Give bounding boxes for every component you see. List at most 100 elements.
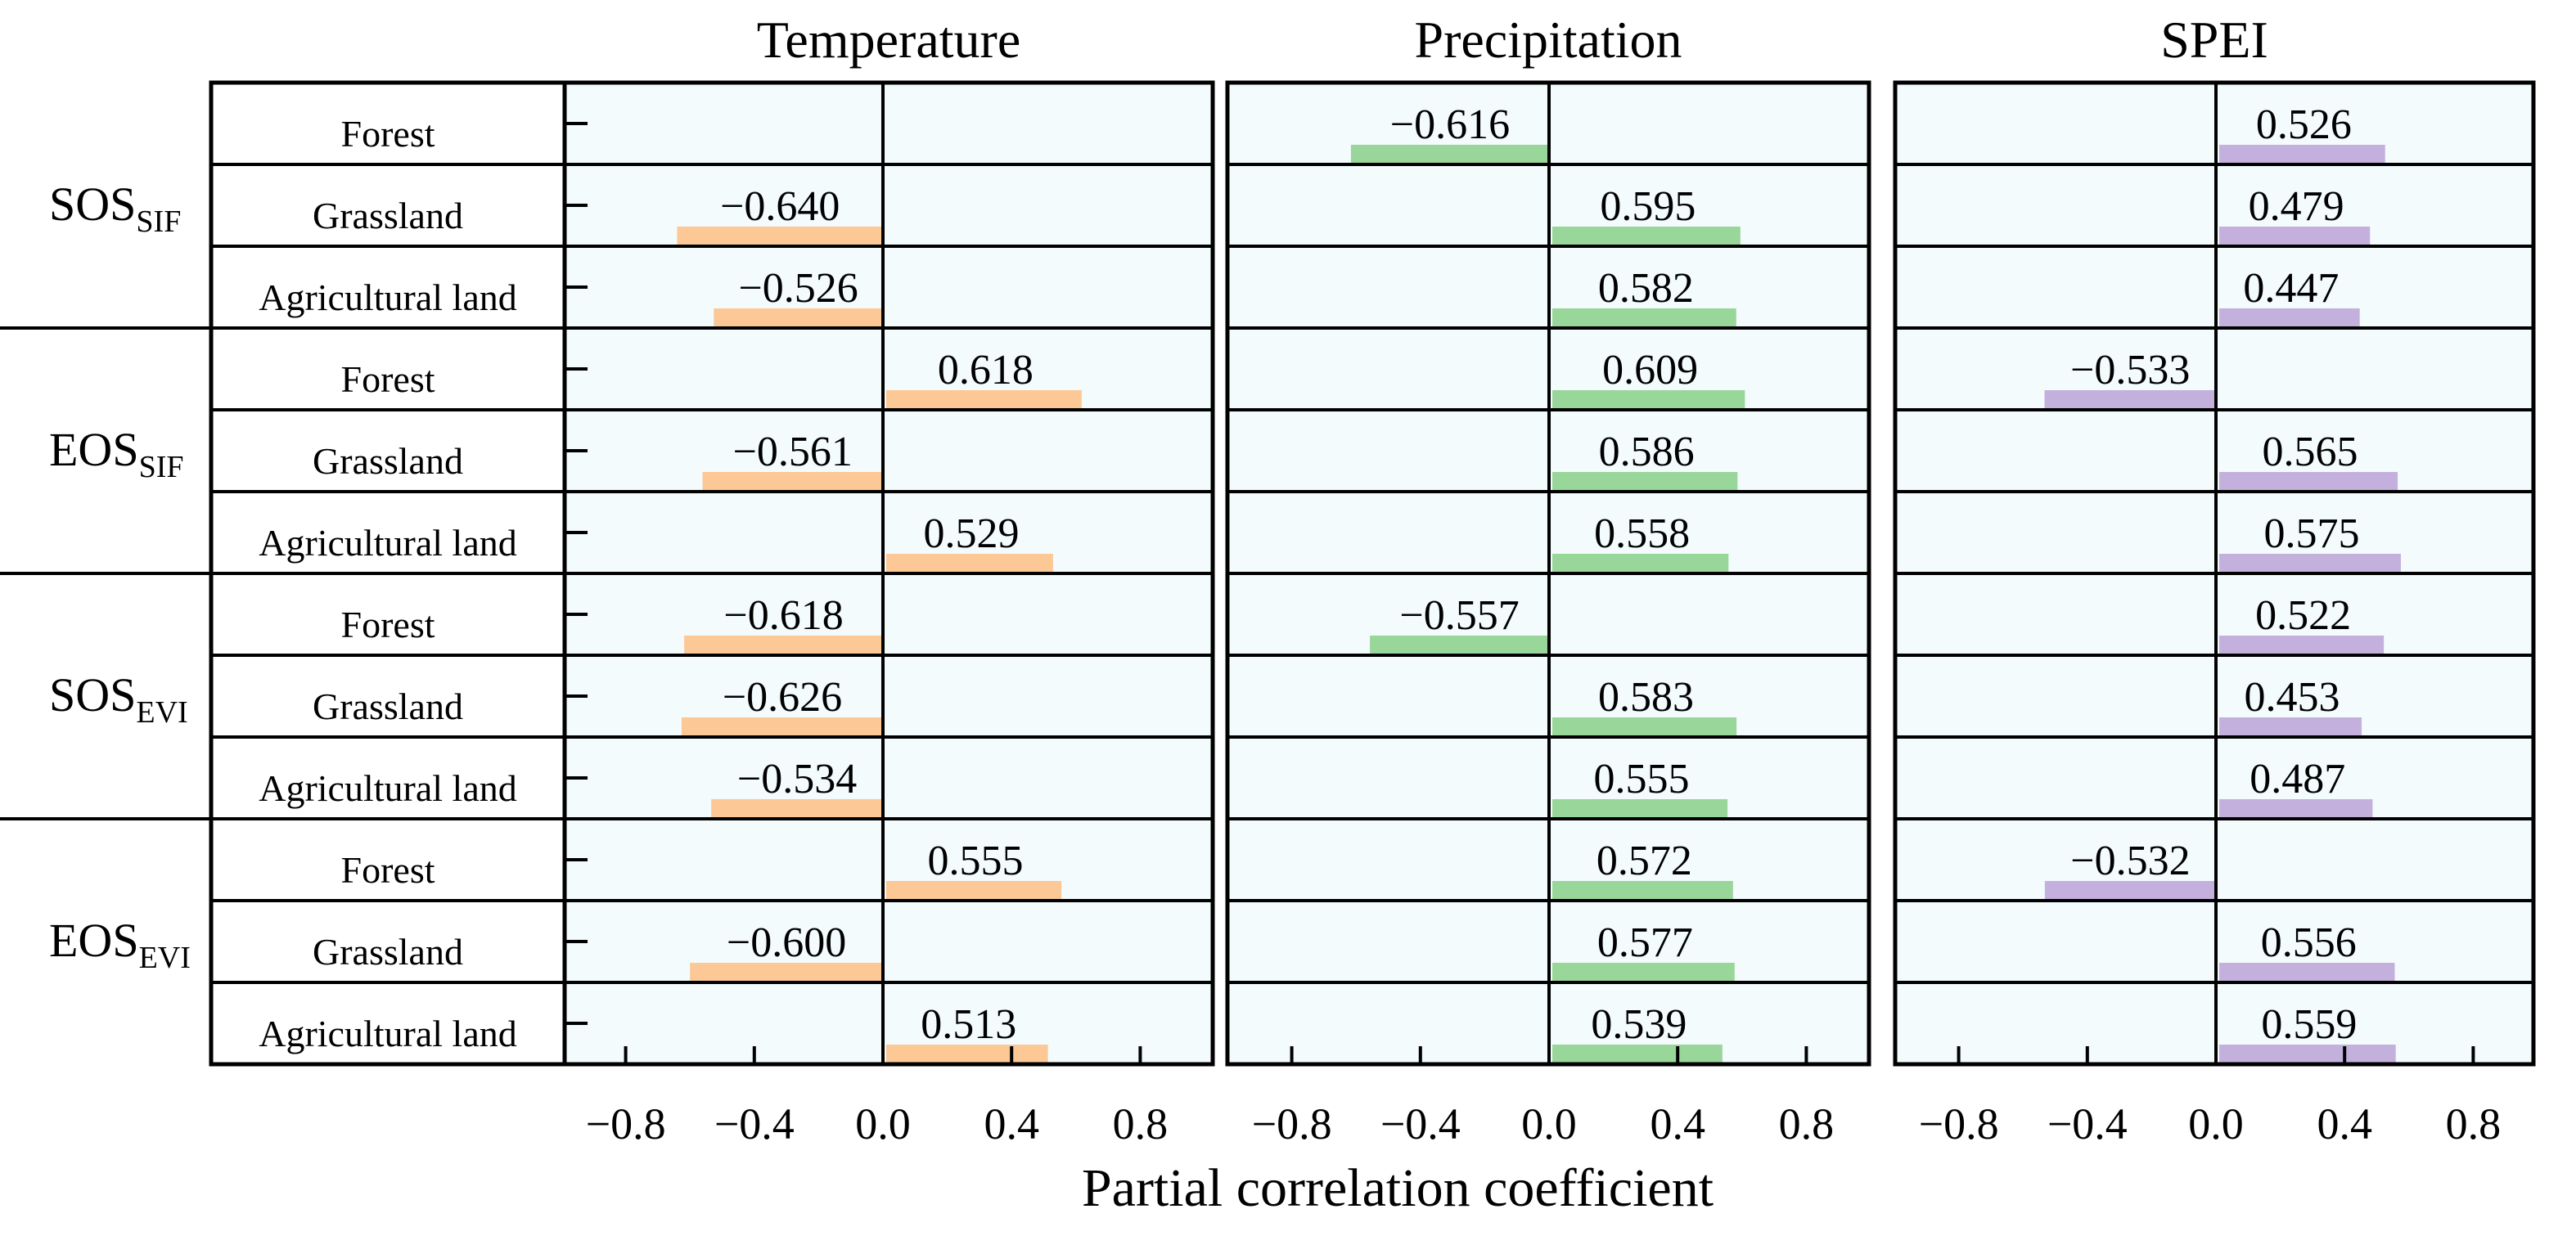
spei-bar xyxy=(2219,308,2360,328)
spei-bar xyxy=(2219,799,2373,819)
row-label-grassland: Grassland xyxy=(313,195,463,236)
spei-value-label: 0.522 xyxy=(2255,592,2351,639)
temperature-value-label: −0.618 xyxy=(723,592,843,639)
temperature-x-tick-label: −0.4 xyxy=(714,1099,795,1148)
spei-value-label: 0.559 xyxy=(2261,1001,2357,1048)
row-label-agricultural-land: Agricultural land xyxy=(259,1013,517,1054)
temperature-bar xyxy=(681,717,883,737)
temperature-x-tick-label: −0.8 xyxy=(586,1099,666,1148)
row-label-agricultural-land: Agricultural land xyxy=(259,767,517,809)
precipitation-bar xyxy=(1552,227,1741,246)
precipitation-value-label: 0.583 xyxy=(1598,674,1694,721)
temperature-x-tick-label: 0.8 xyxy=(1113,1099,1169,1148)
spei-bar xyxy=(2219,472,2398,492)
group-label-sos-evi: SOSEVI xyxy=(49,668,188,730)
precipitation-value-label: 0.572 xyxy=(1596,838,1692,884)
temperature-bar xyxy=(886,390,1082,410)
temperature-bar xyxy=(677,227,883,246)
precipitation-bar xyxy=(1552,717,1737,737)
temperature-panel-title: Temperature xyxy=(757,11,1020,69)
temperature-value-label: −0.561 xyxy=(733,429,853,475)
spei-bar xyxy=(2219,636,2385,655)
row-label-forest: Forest xyxy=(341,358,435,400)
precipitation-bar xyxy=(1552,308,1736,328)
spei-value-label: 0.526 xyxy=(2256,101,2352,148)
spei-x-tick-label: −0.4 xyxy=(2047,1099,2128,1148)
precipitation-value-label: −0.557 xyxy=(1399,592,1519,639)
temperature-bar xyxy=(886,881,1062,901)
spei-value-label: 0.487 xyxy=(2249,756,2345,802)
temperature-value-label: −0.526 xyxy=(738,265,858,312)
row-label-forest: Forest xyxy=(341,849,435,891)
precipitation-bar xyxy=(1350,145,1549,164)
spei-value-label: −0.533 xyxy=(2070,347,2190,393)
precipitation-value-label: 0.539 xyxy=(1591,1001,1687,1048)
precipitation-value-label: 0.586 xyxy=(1599,429,1695,475)
row-label-grassland: Grassland xyxy=(313,685,463,727)
spei-x-tick-label: 0.4 xyxy=(2317,1099,2372,1148)
row-label-forest: Forest xyxy=(341,604,435,645)
spei-value-label: −0.532 xyxy=(2070,838,2190,884)
precipitation-x-tick-label: −0.4 xyxy=(1380,1099,1461,1148)
spei-x-tick-label: −0.8 xyxy=(1919,1099,1999,1148)
precipitation-value-label: 0.609 xyxy=(1602,347,1698,393)
row-label-grassland: Grassland xyxy=(313,931,463,973)
temperature-panel-frame xyxy=(562,80,1215,1067)
spei-value-label: 0.479 xyxy=(2249,183,2344,230)
spei-bar xyxy=(2219,145,2385,164)
spei-bar xyxy=(2044,881,2216,901)
precipitation-bar xyxy=(1552,799,1728,819)
spei-value-label: 0.556 xyxy=(2261,919,2357,966)
row-label-grassland: Grassland xyxy=(313,440,463,482)
row-label-forest: Forest xyxy=(341,113,435,155)
spei-value-label: 0.453 xyxy=(2245,674,2340,721)
row-label-agricultural-land: Agricultural land xyxy=(259,276,517,318)
temperature-value-label: −0.600 xyxy=(727,919,846,966)
precipitation-value-label: 0.558 xyxy=(1594,510,1690,557)
temperature-bar xyxy=(690,963,883,982)
precipitation-value-label: −0.616 xyxy=(1390,101,1510,148)
row-label-agricultural-land: Agricultural land xyxy=(259,522,517,564)
spei-bar xyxy=(2219,1045,2396,1064)
group-label-eos-sif: EOSSIF xyxy=(49,423,184,484)
precipitation-value-label: 0.582 xyxy=(1598,265,1694,312)
precipitation-bar xyxy=(1552,1045,1723,1064)
precipitation-panel-title: Precipitation xyxy=(1414,11,1682,69)
spei-bar xyxy=(2219,963,2395,982)
precipitation-value-label: 0.555 xyxy=(1594,756,1690,802)
temperature-bar xyxy=(702,472,883,492)
precipitation-bar xyxy=(1552,963,1735,982)
precipitation-value-label: 0.595 xyxy=(1600,183,1696,230)
precipitation-value-label: 0.577 xyxy=(1597,919,1693,966)
group-label-sos-sif: SOSSIF xyxy=(49,178,181,239)
spei-value-label: 0.575 xyxy=(2263,510,2359,557)
temperature-value-label: −0.640 xyxy=(720,183,840,230)
temperature-value-label: −0.534 xyxy=(737,756,857,802)
spei-value-label: 0.565 xyxy=(2263,429,2358,475)
temperature-bar xyxy=(886,1045,1048,1064)
precipitation-bar xyxy=(1370,636,1549,655)
temperature-value-label: 0.555 xyxy=(928,838,1024,884)
precipitation-x-tick-label: 0.0 xyxy=(1521,1099,1577,1148)
spei-bar xyxy=(2044,390,2216,410)
precipitation-bar xyxy=(1552,472,1738,492)
temperature-bar xyxy=(684,636,883,655)
temperature-value-label: −0.626 xyxy=(723,674,842,721)
spei-value-label: 0.447 xyxy=(2243,265,2339,312)
precipitation-x-tick-label: 0.4 xyxy=(1650,1099,1705,1148)
precipitation-bar xyxy=(1552,390,1745,410)
temperature-bar xyxy=(714,308,883,328)
spei-x-tick-label: 0.0 xyxy=(2188,1099,2244,1148)
spei-bar xyxy=(2219,227,2371,246)
precipitation-x-tick-label: 0.8 xyxy=(1779,1099,1835,1148)
precipitation-x-tick-label: −0.8 xyxy=(1252,1099,1332,1148)
temperature-value-label: 0.513 xyxy=(921,1001,1016,1048)
temperature-x-tick-label: 0.4 xyxy=(984,1099,1039,1148)
precipitation-bar xyxy=(1552,554,1729,573)
temperature-x-tick-label: 0.0 xyxy=(855,1099,911,1148)
temperature-bar xyxy=(711,799,883,819)
temperature-value-label: 0.529 xyxy=(923,510,1019,557)
group-label-eos-evi: EOSEVI xyxy=(49,914,191,975)
spei-bar xyxy=(2219,717,2362,737)
